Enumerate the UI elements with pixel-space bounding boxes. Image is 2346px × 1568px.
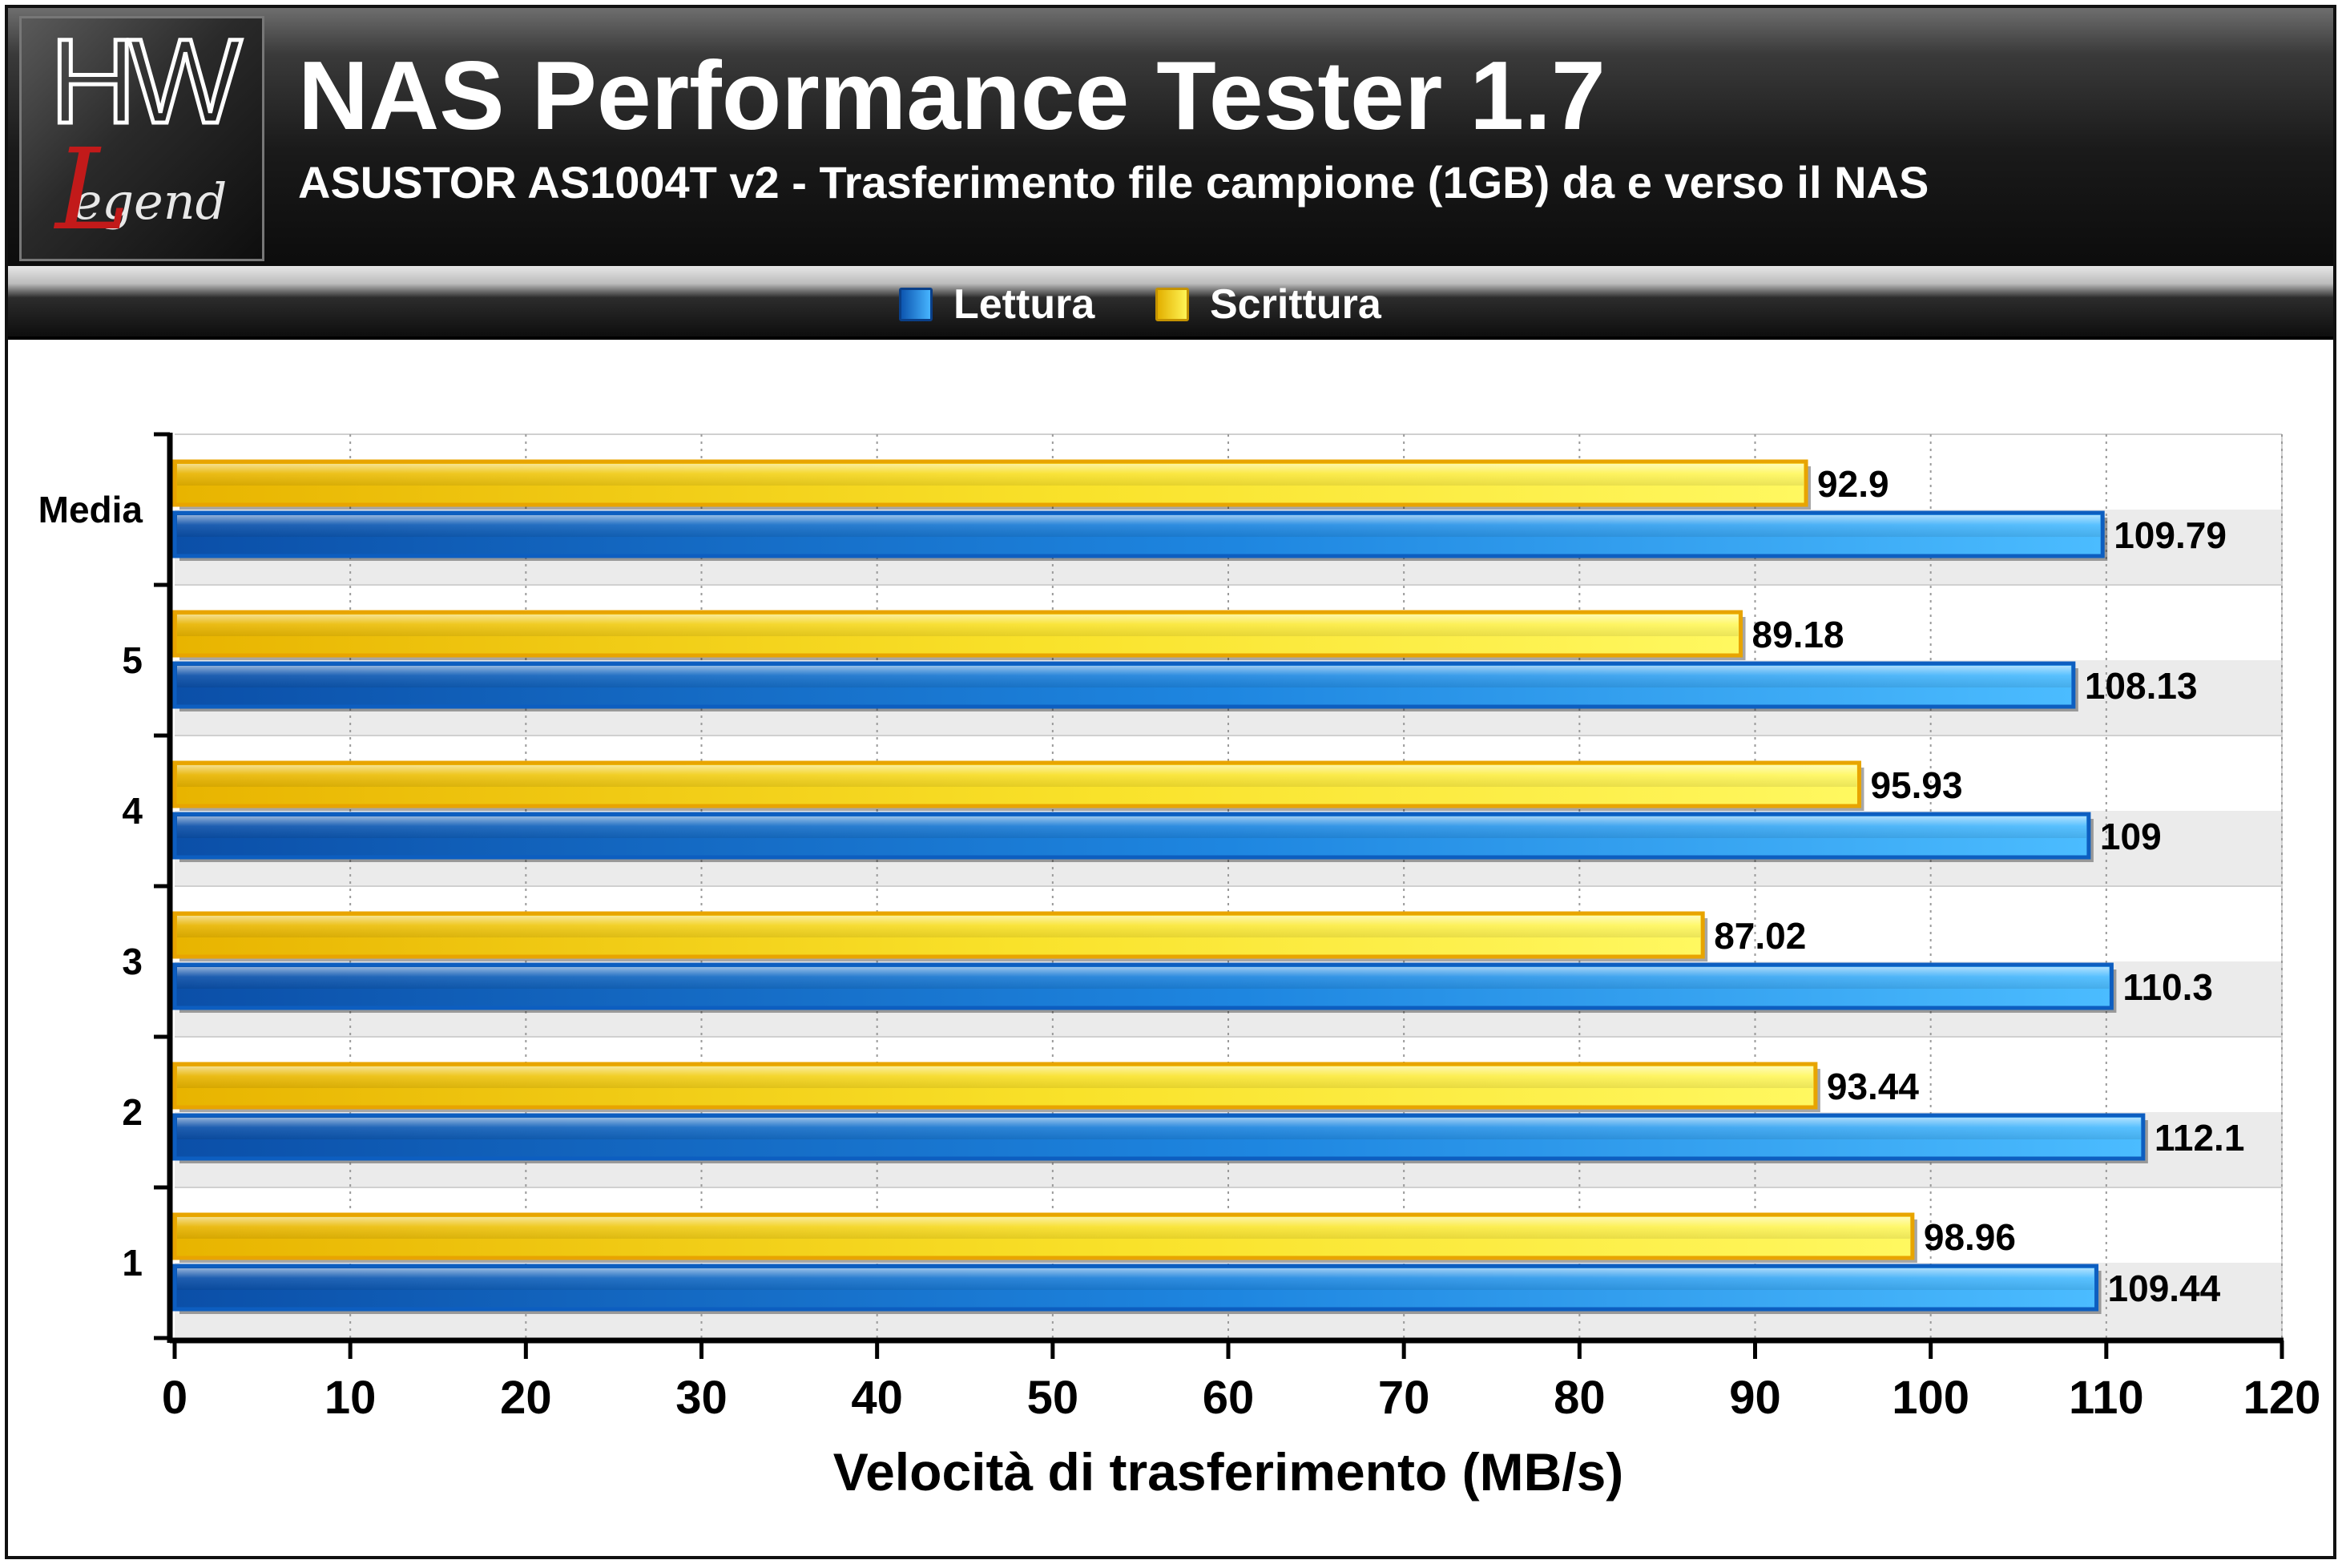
x-tick-label: 120 (2243, 1372, 2321, 1424)
hw-legend-logo: HW egend L (19, 12, 264, 261)
data-label: 89.18 (1752, 614, 1844, 655)
svg-text:HW: HW (50, 18, 242, 148)
data-label: 109.79 (2114, 514, 2227, 556)
legend-item-scrittura: Scrittura (1155, 276, 1381, 333)
data-label: 95.93 (1870, 764, 1962, 806)
x-tick-label: 10 (324, 1372, 377, 1424)
data-label: 109.44 (2108, 1268, 2221, 1309)
bar-gloss (177, 666, 2071, 687)
bar-gloss (177, 1268, 2094, 1290)
legend-label-lettura: Lettura (953, 281, 1095, 328)
x-tick-label: 90 (1729, 1372, 1781, 1424)
chart-header: HW egend L NAS Performance Tester 1.7 AS… (8, 8, 2333, 266)
x-tick-label: 60 (1203, 1372, 1255, 1424)
bar-gloss (177, 765, 1857, 787)
x-tick-label: 40 (851, 1372, 903, 1424)
bar-gloss (177, 1066, 1813, 1088)
legend-swatch-scrittura (1155, 288, 1189, 321)
data-label: 87.02 (1714, 915, 1806, 957)
bar-chart: Media 92.9 109.79 5 89.18 108.13 4 95.93 109 3 87.… (38, 432, 2321, 1501)
hw-legend-logo-mark: HW egend L (48, 12, 252, 256)
bar-gloss (177, 916, 1701, 937)
data-label: 108.13 (2085, 665, 2198, 707)
data-label: 98.96 (1924, 1216, 2016, 1258)
legend-item-lettura: Lettura (899, 276, 1094, 333)
svg-text:L: L (53, 125, 130, 256)
chart-title: NAS Performance Tester 1.7 (298, 41, 1606, 150)
data-label: 109 (2100, 816, 2162, 857)
bar-gloss (177, 464, 1804, 486)
x-tick-label: 0 (162, 1372, 187, 1424)
data-label: 93.44 (1827, 1066, 1920, 1107)
svg-text:egend: egend (73, 172, 228, 231)
category-label: 5 (122, 639, 143, 681)
bar-gloss (177, 967, 2110, 989)
x-tick-label: 80 (1554, 1372, 1606, 1424)
legend-label-scrittura: Scrittura (1210, 281, 1381, 328)
category-label: 2 (122, 1091, 143, 1133)
data-label: 92.9 (1817, 463, 1889, 505)
category-label: 3 (122, 941, 143, 982)
data-label: 112.1 (2155, 1117, 2245, 1159)
x-tick-label: 70 (1378, 1372, 1430, 1424)
bar-gloss (177, 816, 2086, 838)
bar-gloss (177, 1118, 2141, 1139)
bar-gloss (177, 615, 1739, 636)
data-label: 110.3 (2122, 966, 2213, 1008)
chart-subtitle: ASUSTOR AS1004T v2 - Trasferimento file … (298, 157, 1929, 208)
x-tick-label: 100 (1892, 1372, 1969, 1424)
bar-gloss (177, 515, 2101, 537)
chart-frame: HW egend L NAS Performance Tester 1.7 AS… (5, 5, 2336, 1559)
x-tick-label: 30 (675, 1372, 728, 1424)
bar-gloss (177, 1217, 1910, 1239)
category-label: 4 (122, 790, 143, 832)
x-tick-label: 110 (2069, 1372, 2144, 1424)
category-label: 1 (122, 1242, 143, 1284)
x-tick-label: 20 (500, 1372, 552, 1424)
x-tick-label: 50 (1027, 1372, 1079, 1424)
x-axis-title: Velocità di trasferimento (MB/s) (833, 1442, 1624, 1501)
legend-swatch-lettura (899, 288, 933, 321)
category-label: Media (38, 489, 143, 530)
legend: Lettura Scrittura (8, 266, 2333, 340)
